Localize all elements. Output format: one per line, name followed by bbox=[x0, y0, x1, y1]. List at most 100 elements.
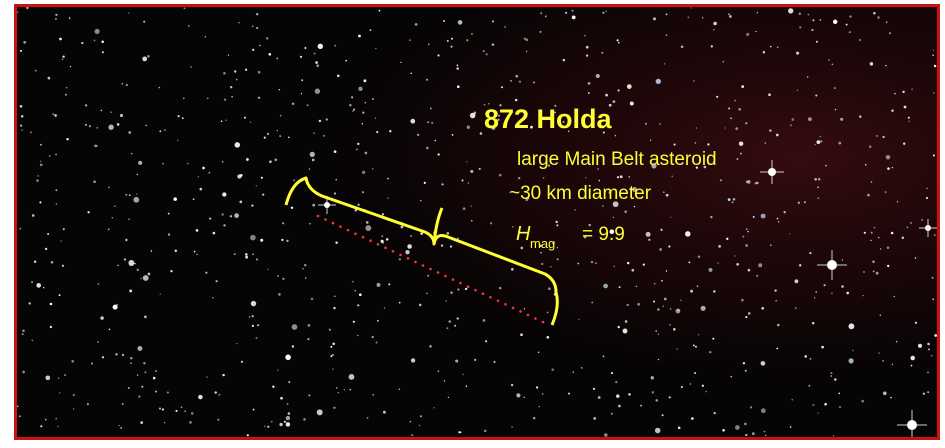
star bbox=[891, 232, 894, 235]
star bbox=[515, 99, 517, 101]
star bbox=[931, 355, 932, 356]
star bbox=[678, 309, 680, 311]
star bbox=[410, 235, 412, 237]
star bbox=[353, 321, 355, 323]
star bbox=[193, 198, 195, 200]
star bbox=[716, 96, 718, 98]
star bbox=[162, 163, 163, 164]
star bbox=[538, 352, 540, 354]
star bbox=[252, 49, 254, 51]
star bbox=[586, 46, 589, 49]
star bbox=[95, 29, 100, 34]
star bbox=[812, 404, 814, 406]
star bbox=[399, 258, 401, 260]
star bbox=[637, 303, 640, 306]
star bbox=[256, 337, 258, 339]
star bbox=[221, 213, 223, 215]
star bbox=[933, 49, 934, 50]
star bbox=[234, 213, 239, 218]
star bbox=[267, 426, 269, 428]
star bbox=[742, 236, 744, 238]
star bbox=[189, 421, 192, 424]
star bbox=[376, 342, 378, 344]
star bbox=[734, 100, 736, 102]
star bbox=[137, 174, 138, 175]
star bbox=[267, 133, 269, 135]
star bbox=[365, 225, 371, 231]
star bbox=[164, 422, 165, 423]
star bbox=[758, 263, 762, 267]
star bbox=[616, 394, 620, 398]
star bbox=[640, 405, 642, 407]
star bbox=[832, 64, 833, 65]
star bbox=[212, 297, 213, 298]
star bbox=[861, 400, 864, 403]
star bbox=[883, 391, 887, 395]
star bbox=[129, 289, 132, 292]
star bbox=[691, 7, 692, 8]
star bbox=[572, 16, 576, 20]
scene: 872 Holda large Main Belt asteroid ~30 k… bbox=[0, 0, 945, 448]
star bbox=[897, 201, 898, 202]
star bbox=[492, 43, 495, 46]
star bbox=[670, 217, 671, 218]
star bbox=[205, 36, 206, 37]
star bbox=[636, 286, 638, 288]
star bbox=[144, 371, 146, 373]
star bbox=[128, 131, 131, 134]
star bbox=[849, 15, 851, 17]
star bbox=[262, 193, 264, 195]
star bbox=[198, 176, 199, 177]
star bbox=[798, 202, 800, 204]
star bbox=[524, 308, 525, 309]
star bbox=[438, 153, 440, 155]
star bbox=[66, 87, 67, 88]
star bbox=[462, 180, 464, 182]
star bbox=[45, 248, 47, 250]
star bbox=[524, 397, 525, 398]
star bbox=[357, 204, 359, 206]
trail-dot bbox=[474, 289, 477, 292]
star bbox=[365, 102, 367, 104]
star bbox=[140, 421, 143, 424]
mag-symbol: H bbox=[516, 223, 531, 245]
star bbox=[410, 421, 412, 423]
star bbox=[698, 256, 701, 259]
star bbox=[672, 176, 673, 177]
star bbox=[694, 372, 696, 374]
star bbox=[370, 29, 372, 31]
star bbox=[239, 201, 242, 204]
star bbox=[812, 322, 815, 325]
star bbox=[457, 65, 459, 67]
star bbox=[563, 59, 565, 61]
star bbox=[351, 96, 353, 98]
star bbox=[859, 39, 861, 41]
star bbox=[420, 415, 422, 417]
star bbox=[814, 144, 815, 145]
star bbox=[501, 86, 503, 88]
star bbox=[918, 344, 922, 348]
star bbox=[737, 158, 739, 160]
star bbox=[701, 306, 706, 311]
star bbox=[909, 121, 910, 122]
star bbox=[118, 425, 119, 426]
star bbox=[777, 324, 780, 327]
star bbox=[799, 264, 801, 266]
star bbox=[170, 270, 172, 272]
star bbox=[656, 79, 661, 84]
star bbox=[282, 222, 284, 224]
star bbox=[777, 46, 779, 48]
star bbox=[443, 20, 445, 22]
star bbox=[748, 269, 751, 272]
star bbox=[839, 406, 841, 408]
star bbox=[213, 232, 216, 235]
star bbox=[463, 207, 466, 210]
trail-dot bbox=[482, 292, 485, 295]
star bbox=[455, 359, 458, 362]
star bbox=[318, 44, 323, 49]
star bbox=[209, 218, 211, 220]
star bbox=[658, 334, 659, 335]
star bbox=[807, 76, 808, 77]
star bbox=[246, 158, 249, 161]
star bbox=[292, 324, 298, 330]
